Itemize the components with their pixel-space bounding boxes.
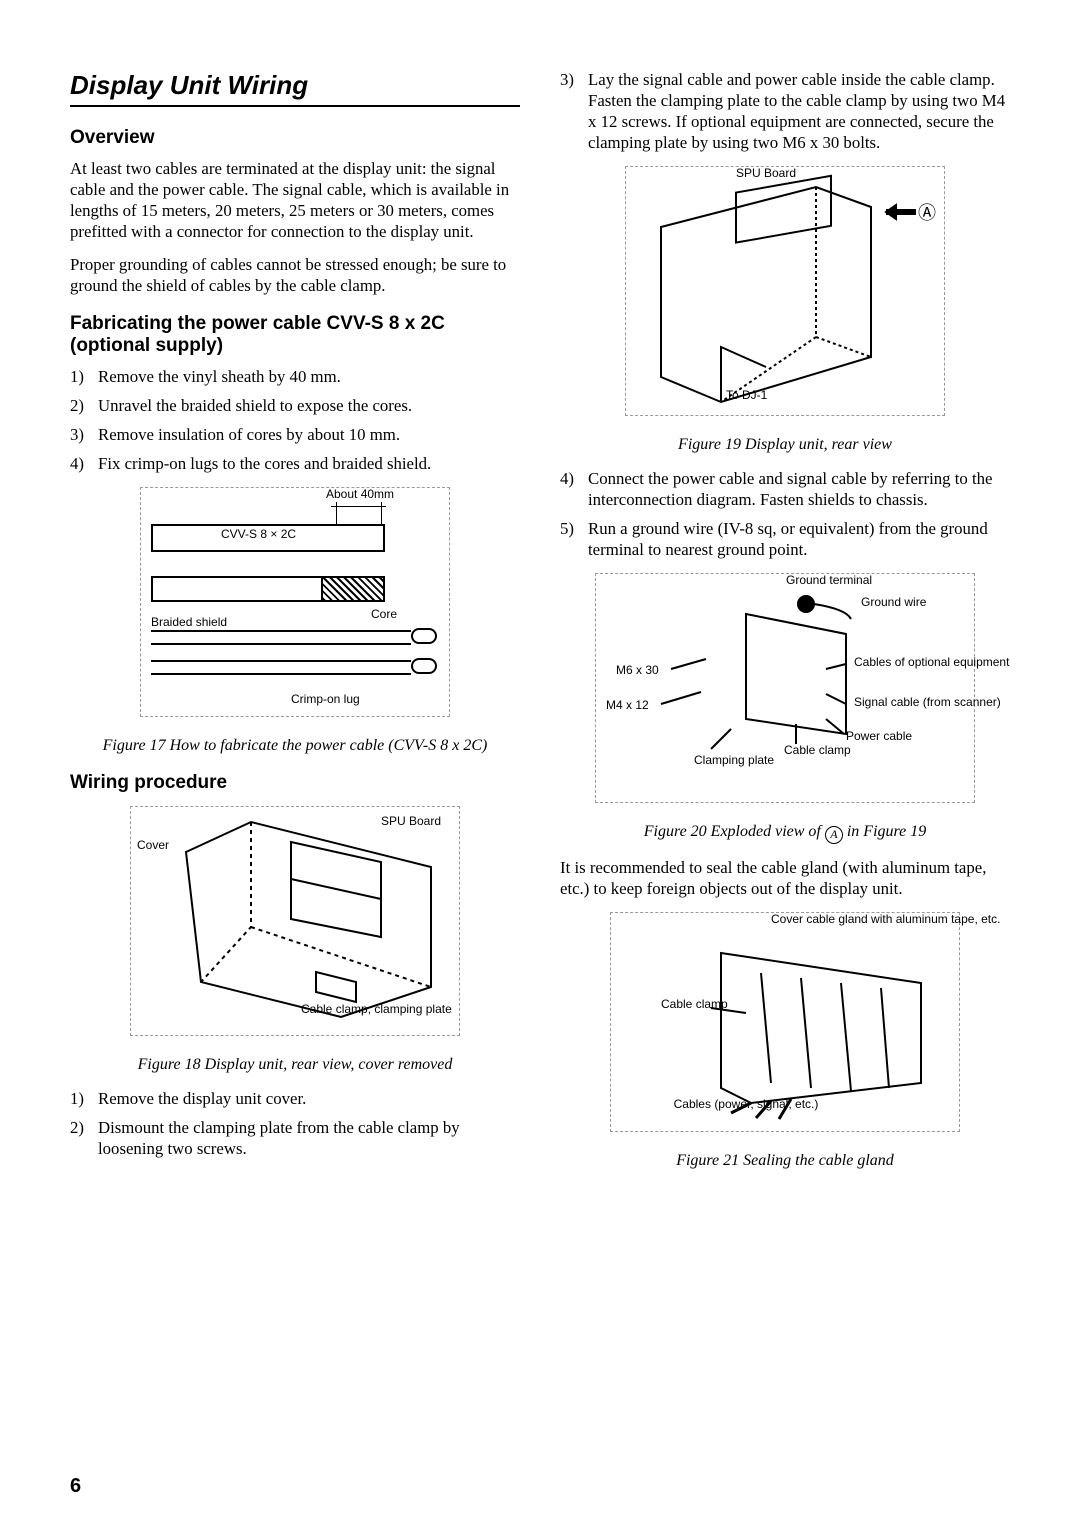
figure-21-drawing: Cover cable gland with aluminum tape, et… [610, 912, 960, 1132]
label-braided-shield: Braided shield [151, 616, 227, 630]
fabricating-heading: Fabricating the power cable CVV-S 8 x 2C… [70, 313, 520, 357]
step-text: Run a ground wire (IV-8 sq, or equivalen… [588, 519, 1010, 561]
figure-17-drawing: About 40mm CVV-S 8 × 2C Braided shield C… [140, 487, 450, 717]
figure-19-drawing: SPU Board To DJ-1 Ⓐ [625, 166, 945, 416]
label-core: Core [371, 608, 397, 622]
label-cvvs: CVV-S 8 × 2C [221, 528, 296, 542]
left-column: Display Unit Wiring Overview At least tw… [70, 70, 520, 1185]
figure-19: SPU Board To DJ-1 Ⓐ [560, 166, 1010, 421]
label-about-40mm: About 40mm [326, 488, 394, 502]
title-rule [70, 105, 520, 107]
step-text: Dismount the clamping plate from the cab… [98, 1118, 520, 1160]
two-column-layout: Display Unit Wiring Overview At least tw… [70, 70, 1010, 1185]
step-text: Fix crimp-on lugs to the cores and braid… [98, 454, 431, 475]
overview-paragraph-1: At least two cables are terminated at th… [70, 159, 520, 243]
figure-20-drawing: Ground terminal Ground wire M6 x 30 M4 x… [595, 573, 975, 803]
wiring-steps-b: 3)Lay the signal cable and power cable i… [560, 70, 1010, 154]
figure-20-caption: Figure 20 Exploded view of A in Figure 1… [560, 822, 1010, 844]
figure-17-caption: Figure 17 How to fabricate the power cab… [70, 736, 520, 756]
list-item: 5)Run a ground wire (IV-8 sq, or equival… [560, 519, 1010, 561]
step-text: Unravel the braided shield to expose the… [98, 396, 412, 417]
figure-18-caption: Figure 18 Display unit, rear view, cover… [70, 1055, 520, 1075]
circled-a-icon: A [825, 826, 843, 844]
step-text: Remove insulation of cores by about 10 m… [98, 425, 400, 446]
right-column: 3)Lay the signal cable and power cable i… [560, 70, 1010, 1185]
fabricating-steps: 1)Remove the vinyl sheath by 40 mm. 2)Un… [70, 367, 520, 475]
section-title: Display Unit Wiring [70, 70, 520, 101]
list-item: 2)Dismount the clamping plate from the c… [70, 1118, 520, 1160]
figure-21-caption: Figure 21 Sealing the cable gland [560, 1151, 1010, 1171]
page-number: 6 [70, 1475, 81, 1498]
step-text: Connect the power cable and signal cable… [588, 469, 1010, 511]
list-item: 2)Unravel the braided shield to expose t… [70, 396, 520, 417]
step-text: Remove the display unit cover. [98, 1089, 306, 1110]
list-item: 1)Remove the display unit cover. [70, 1089, 520, 1110]
wiring-procedure-heading: Wiring procedure [70, 772, 520, 794]
list-item: 1)Remove the vinyl sheath by 40 mm. [70, 367, 520, 388]
list-item: 4)Connect the power cable and signal cab… [560, 469, 1010, 511]
figure-18: Cover SPU Board Cable clamp, clamping pl… [70, 806, 520, 1041]
list-item: 4)Fix crimp-on lugs to the cores and bra… [70, 454, 520, 475]
step-text: Lay the signal cable and power cable ins… [588, 70, 1010, 154]
overview-heading: Overview [70, 127, 520, 149]
figure-17: About 40mm CVV-S 8 × 2C Braided shield C… [70, 487, 520, 722]
label-crimp-lug: Crimp-on lug [291, 693, 360, 707]
figure-18-drawing: Cover SPU Board Cable clamp, clamping pl… [130, 806, 460, 1036]
step-text: Remove the vinyl sheath by 40 mm. [98, 367, 341, 388]
list-item: 3)Lay the signal cable and power cable i… [560, 70, 1010, 154]
figure-19-caption: Figure 19 Display unit, rear view [560, 435, 1010, 455]
page: Display Unit Wiring Overview At least tw… [0, 0, 1080, 1528]
wiring-steps-c: 4)Connect the power cable and signal cab… [560, 469, 1010, 561]
wiring-steps-a: 1)Remove the display unit cover. 2)Dismo… [70, 1089, 520, 1160]
overview-paragraph-2: Proper grounding of cables cannot be str… [70, 255, 520, 297]
figure-20: Ground terminal Ground wire M6 x 30 M4 x… [560, 573, 1010, 808]
seal-paragraph: It is recommended to seal the cable glan… [560, 858, 1010, 900]
list-item: 3)Remove insulation of cores by about 10… [70, 425, 520, 446]
figure-21: Cover cable gland with aluminum tape, et… [560, 912, 1010, 1137]
